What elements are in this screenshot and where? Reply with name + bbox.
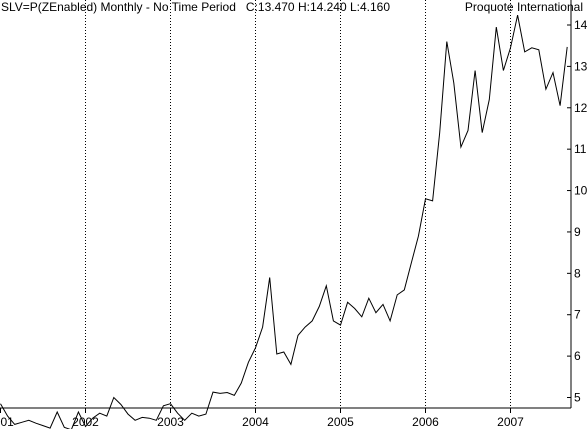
chart-title: SLV=P(ZEnabled) Monthly - No Time Period… <box>1 0 390 14</box>
x-axis: 2001200220032004200520062007 <box>0 408 524 429</box>
y-tick-label: 8 <box>574 266 581 280</box>
x-tick-label: 2007 <box>497 415 524 429</box>
chart-grid <box>85 0 511 408</box>
y-tick-label: 10 <box>574 184 587 198</box>
x-tick-label: 2003 <box>157 415 184 429</box>
ohlc-readout: C:13.470 H:14.240 L:4.160 <box>245 0 391 14</box>
x-tick-label: 2001 <box>0 415 14 429</box>
x-tick-label: 2004 <box>242 415 269 429</box>
y-tick-label: 14 <box>574 18 587 32</box>
price-line <box>0 14 568 429</box>
y-axis: 5 6 7 8 9 10 11 12 13 14 <box>567 18 587 405</box>
x-tick-label: 2005 <box>327 415 354 429</box>
x-tick-label: 2006 <box>412 415 439 429</box>
data-source-label: Proquote International <box>464 0 583 14</box>
y-tick-label: 5 <box>574 391 581 405</box>
y-tick-label: 6 <box>574 349 581 363</box>
y-tick-label: 9 <box>574 225 581 239</box>
chart-title-text: SLV=P(ZEnabled) Monthly - No Time Period <box>1 0 236 14</box>
y-tick-label: 11 <box>574 142 587 156</box>
y-tick-label: 13 <box>574 59 587 73</box>
y-tick-label: 7 <box>574 308 581 322</box>
y-tick-label: 12 <box>574 101 587 115</box>
